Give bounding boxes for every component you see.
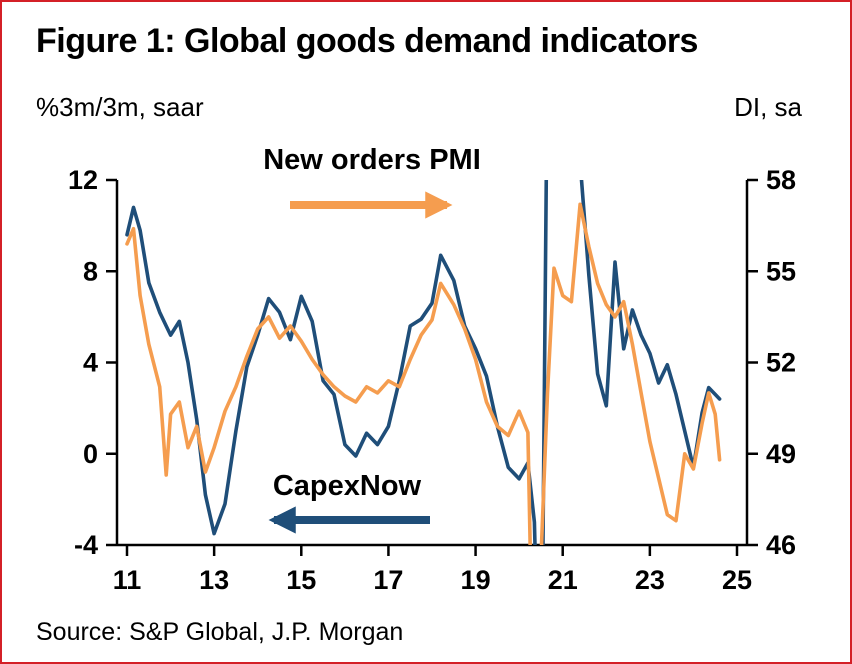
right-axis-tick-label: 55 [766, 256, 796, 286]
left-axis-tick-label: 12 [68, 165, 98, 195]
x-axis-tick-label: 17 [373, 565, 403, 595]
left-axis-tick-label: -4 [74, 530, 98, 560]
annotation-pmi-label: New orders PMI [263, 144, 481, 176]
annotation-capex-label: CapexNow [272, 470, 422, 502]
left-axis-tick-label: 4 [83, 348, 98, 378]
left-axis-tick-label: 0 [83, 439, 98, 469]
series-capexnow-line [125, 180, 722, 545]
x-axis-tick-label: 13 [199, 565, 229, 595]
right-axis-unit-label: DI, sa [734, 92, 802, 122]
series-new-orders-pmi-line [125, 202, 722, 545]
x-axis-tick-label: 21 [548, 565, 578, 595]
chart-svg: -4 0 4 8 12 46 49 52 55 58 11 13 15 17 19 21 23 25 [68, 165, 796, 595]
x-axis-tick-label: 23 [635, 565, 665, 595]
x-axis-tick-label: 25 [722, 565, 752, 595]
right-axis-tick-label: 58 [766, 165, 796, 195]
source-note: Source: S&P Global, J.P. Morgan [36, 618, 404, 646]
right-axis-tick-label: 52 [766, 348, 796, 378]
figure-title: Figure 1: Global goods demand indicators [36, 22, 698, 60]
right-axis-tick-label: 49 [766, 439, 796, 469]
left-axis-tick-label: 8 [83, 256, 98, 286]
left-axis-unit-label: %3m/3m, saar [36, 92, 204, 122]
x-axis-tick-label: 19 [461, 565, 491, 595]
x-axis-tick-label: 15 [286, 565, 316, 595]
x-axis-tick-label: 11 [113, 565, 142, 595]
right-axis-tick-label: 46 [766, 530, 796, 560]
